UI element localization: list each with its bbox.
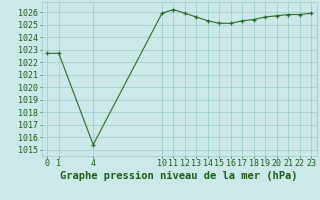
X-axis label: Graphe pression niveau de la mer (hPa): Graphe pression niveau de la mer (hPa)	[60, 171, 298, 181]
